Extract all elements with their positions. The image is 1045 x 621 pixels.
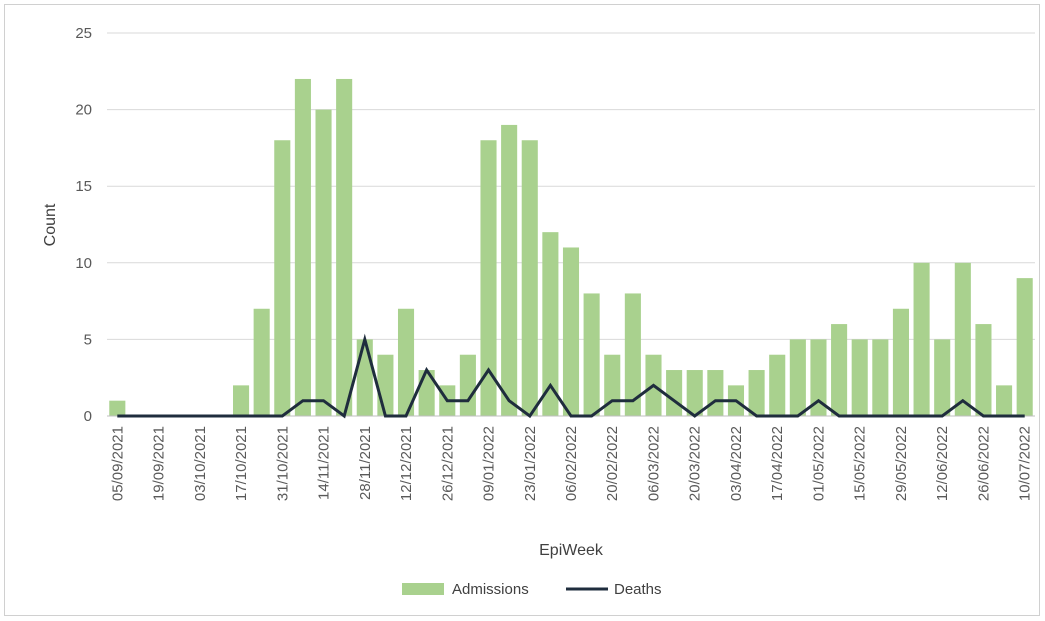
y-tick-label: 15 <box>75 178 92 195</box>
x-tick-label: 09/01/2022 <box>481 426 498 501</box>
admissions-bar <box>872 339 889 416</box>
admissions-bar <box>748 370 765 416</box>
admissions-bar <box>583 293 600 416</box>
legend-admissions-swatch <box>402 583 444 595</box>
admissions-bar <box>109 400 126 416</box>
deaths-line <box>117 333 1025 419</box>
x-tick-label: 20/03/2022 <box>687 426 704 501</box>
x-tick-label: 17/04/2022 <box>769 426 786 501</box>
admissions-bar <box>810 339 827 416</box>
y-tick-label: 5 <box>84 331 92 348</box>
admissions-bar <box>521 140 538 417</box>
legend: Admissions Deaths <box>402 581 662 598</box>
admissions-bar <box>356 339 373 416</box>
x-tick-label: 15/05/2022 <box>852 426 869 501</box>
admissions-bar <box>1016 278 1033 416</box>
admissions-bar <box>666 370 683 416</box>
admissions-bar <box>789 339 806 416</box>
admissions-bar <box>501 124 518 417</box>
x-tick-label: 26/06/2022 <box>975 426 992 501</box>
x-tick-label: 03/10/2021 <box>192 426 209 501</box>
admissions-bar <box>294 78 311 417</box>
admissions-bar <box>975 324 992 416</box>
admissions-bar <box>604 354 621 416</box>
admissions-bar <box>892 308 909 416</box>
admissions-bar <box>336 78 353 417</box>
admissions-bar <box>542 232 559 416</box>
admissions-bar <box>274 140 291 417</box>
admissions-bar <box>624 293 641 416</box>
admissions-bar <box>253 308 270 416</box>
y-axis-ticks: 0 5 10 15 20 25 <box>75 25 92 425</box>
x-tick-label: 05/09/2021 <box>109 426 126 501</box>
admissions-bar <box>480 140 497 417</box>
x-tick-label: 12/06/2022 <box>934 426 951 501</box>
x-tick-label: 23/01/2022 <box>522 426 539 501</box>
x-axis-ticks: 05/09/2021 19/09/2021 03/10/2021 17/10/2021… <box>109 426 1033 501</box>
y-tick-label: 10 <box>75 255 92 272</box>
x-tick-label: 28/11/2021 <box>357 426 374 500</box>
admissions-bar <box>562 247 580 416</box>
x-tick-label: 10/07/2022 <box>1017 426 1034 501</box>
x-tick-label: 14/11/2021 <box>316 426 333 500</box>
x-tick-label: 12/12/2021 <box>398 426 415 501</box>
deaths-line-group <box>117 333 1025 419</box>
y-tick-label: 0 <box>84 408 92 425</box>
x-tick-label: 19/09/2021 <box>151 426 168 501</box>
admissions-bar <box>233 385 250 416</box>
y-tick-label: 20 <box>75 102 92 119</box>
y-tick-label: 25 <box>75 25 92 42</box>
legend-admissions-label: Admissions <box>452 581 529 598</box>
admissions-bars <box>109 78 1033 417</box>
admissions-bar <box>934 339 951 416</box>
admissions-bar <box>459 354 476 416</box>
x-tick-label: 20/02/2022 <box>604 426 621 501</box>
legend-deaths-label: Deaths <box>614 581 662 598</box>
admissions-bar <box>769 354 786 416</box>
x-tick-label: 26/12/2021 <box>439 426 456 501</box>
admissions-bar <box>707 370 724 416</box>
y-axis-title: Count <box>42 203 59 246</box>
admissions-bar <box>315 109 332 416</box>
x-tick-label: 29/05/2022 <box>893 426 910 501</box>
admissions-bar <box>913 262 930 416</box>
admissions-bar <box>377 354 394 416</box>
admissions-bar <box>397 308 415 416</box>
admissions-bar <box>831 324 848 416</box>
x-tick-label: 03/04/2022 <box>728 426 745 501</box>
x-tick-label: 06/02/2022 <box>563 426 580 501</box>
x-tick-label: 17/10/2021 <box>233 426 250 501</box>
x-tick-label: 31/10/2021 <box>274 426 291 501</box>
admissions-bar <box>851 339 868 416</box>
admissions-bar <box>686 370 703 416</box>
x-tick-label: 01/05/2022 <box>810 426 827 501</box>
x-tick-label: 06/03/2022 <box>645 426 662 501</box>
admissions-bar <box>954 262 971 416</box>
x-axis-title: EpiWeek <box>539 542 604 559</box>
admissions-bar <box>996 385 1013 416</box>
